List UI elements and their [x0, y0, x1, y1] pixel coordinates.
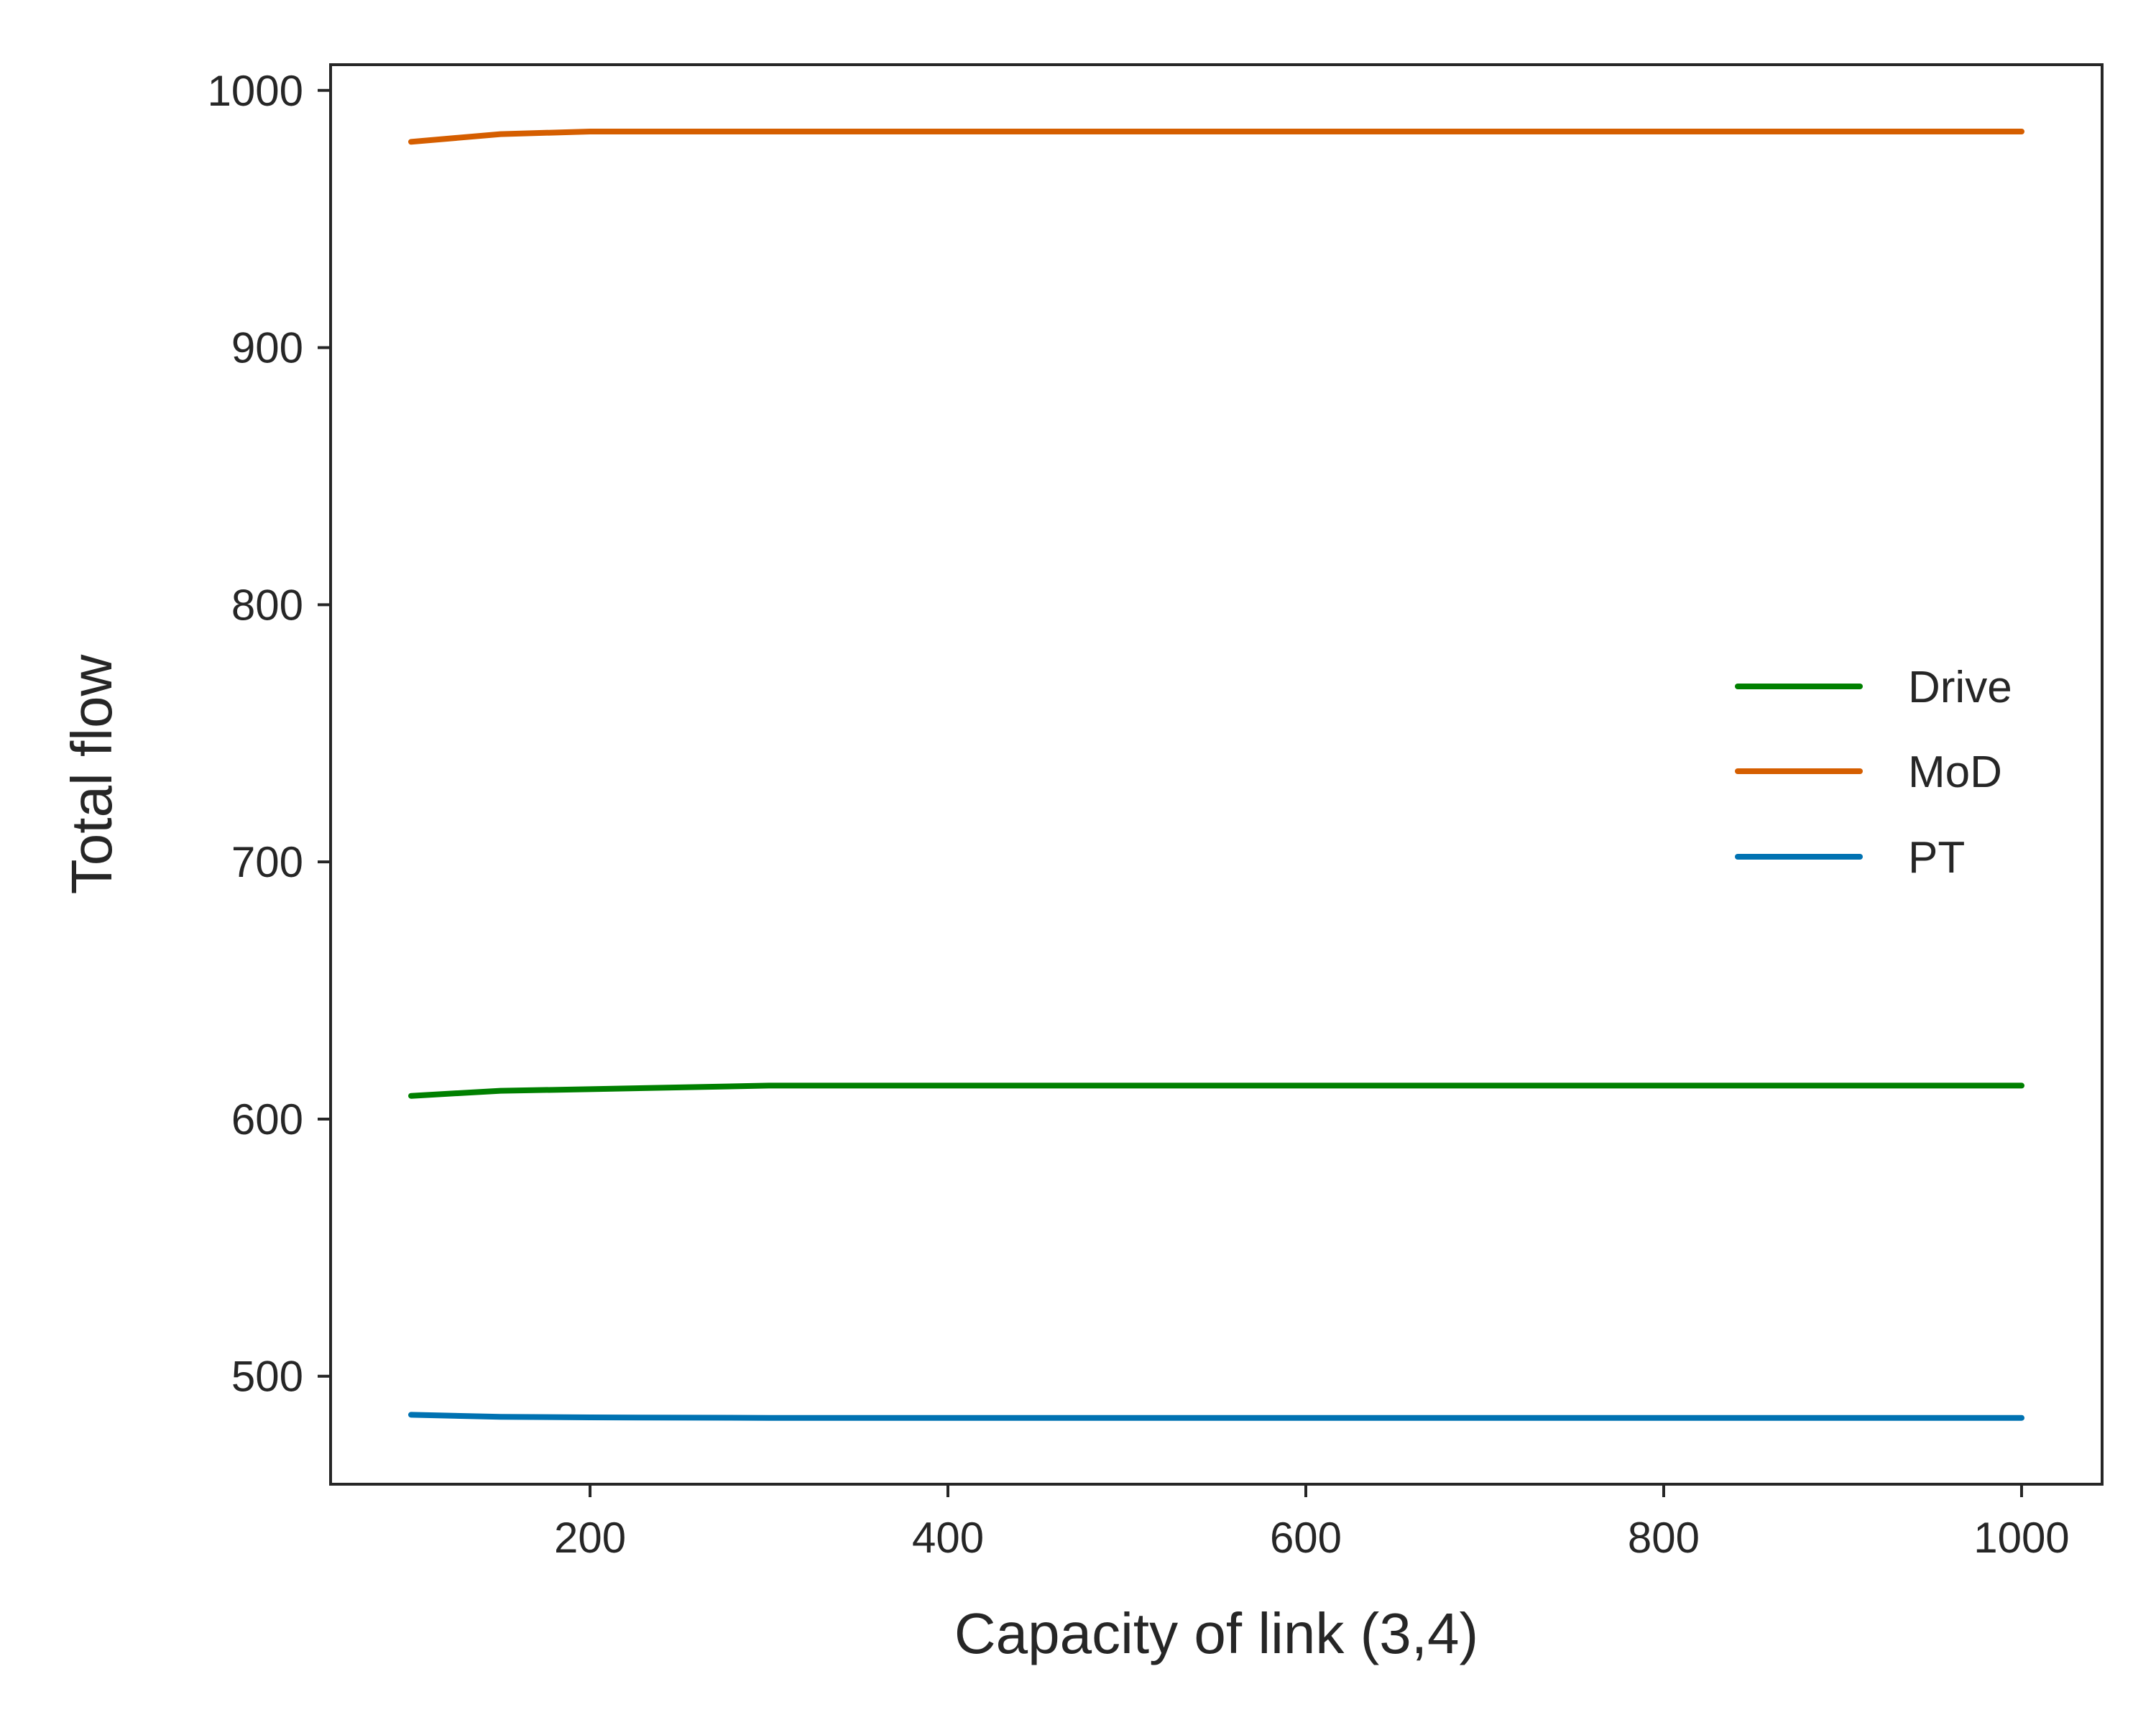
x-tick-label: 800	[1628, 1514, 1700, 1562]
x-tick-label: 1000	[1973, 1514, 2069, 1562]
series-lines	[408, 129, 2024, 1421]
y-tick-label: 900	[231, 324, 303, 372]
series-line-mod	[408, 129, 2024, 145]
y-axis-ticks: 500 600 700 800 900 1000	[208, 67, 331, 1401]
x-tick-label: 600	[1270, 1514, 1342, 1562]
y-tick-label: 700	[231, 838, 303, 886]
plot-frame	[329, 63, 2104, 1486]
legend: Drive MoD PT	[1735, 663, 2012, 883]
legend-label-pt: PT	[1908, 833, 1965, 883]
legend-label-drive: Drive	[1908, 663, 2012, 712]
x-axis-ticks: 200 400 600 800 1000	[554, 1484, 2070, 1562]
series-line-drive	[408, 1082, 2024, 1099]
y-axis-label: Total flow	[60, 655, 124, 895]
y-tick-label: 500	[231, 1353, 303, 1401]
series-line-pt	[408, 1412, 2024, 1421]
legend-label-mod: MoD	[1908, 748, 2002, 797]
y-tick-label: 600	[231, 1095, 303, 1144]
x-tick-label: 200	[554, 1514, 626, 1562]
x-tick-label: 400	[912, 1514, 984, 1562]
y-tick-label: 800	[231, 581, 303, 629]
y-tick-label: 1000	[208, 67, 303, 115]
x-axis-label: Capacity of link (3,4)	[954, 1601, 1478, 1665]
